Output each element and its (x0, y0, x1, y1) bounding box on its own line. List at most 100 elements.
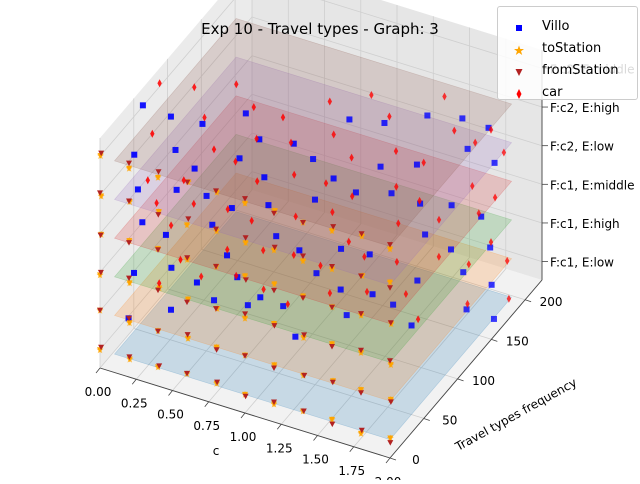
fromstation-point (184, 299, 190, 306)
z-gridline (99, 132, 543, 312)
villo-point (228, 205, 235, 212)
fromstation-point (271, 210, 277, 217)
villo-point (414, 277, 421, 284)
fromstation-point (329, 344, 335, 350)
x-gridline (317, 27, 470, 436)
car-point (394, 257, 400, 266)
villo-point (139, 102, 146, 109)
villo-point (447, 246, 454, 253)
villo-point (413, 161, 420, 168)
car-point (327, 289, 333, 298)
y-tick-mark (524, 299, 532, 303)
villo-point (172, 146, 179, 153)
villo-point (343, 312, 350, 319)
villo-point (488, 281, 495, 288)
car-point (505, 256, 510, 265)
car-point (415, 315, 421, 324)
villo-point (377, 163, 384, 170)
car-point (254, 134, 259, 143)
car-point (436, 215, 442, 224)
tostation-point (154, 173, 162, 181)
square-marker-icon (516, 25, 522, 31)
fromstation-point (329, 379, 336, 386)
x-tick-mark (240, 412, 246, 419)
villo-point (381, 119, 388, 126)
villo-point (346, 116, 353, 123)
car-point (249, 216, 254, 225)
villo-point (256, 136, 263, 143)
car-point (330, 208, 335, 217)
car-point (364, 287, 370, 296)
tostation-point (387, 361, 395, 369)
tostation-point (386, 434, 394, 442)
car-point (285, 300, 290, 309)
car-point (470, 182, 475, 190)
car-point (202, 113, 207, 122)
car-point (394, 182, 399, 191)
car-point (466, 260, 471, 269)
car-point (192, 83, 197, 92)
fromstation-point (126, 354, 133, 360)
tostation-point (213, 227, 221, 235)
y-tick-mark (423, 418, 430, 421)
fromstation-point (387, 320, 394, 326)
x-tick-mark (168, 390, 173, 396)
fromstation-point (242, 235, 249, 241)
villo-point (203, 192, 210, 199)
fromstation-point (213, 347, 220, 353)
fromstation-point (358, 273, 364, 279)
villo-point (491, 159, 498, 166)
x-tick-mark (95, 367, 101, 374)
villo-point (292, 333, 299, 340)
car-point (211, 145, 217, 154)
car-point (234, 80, 239, 89)
tostation-point (328, 415, 336, 423)
fromstation-point (387, 358, 393, 364)
tostation-point (299, 257, 307, 265)
car-point (421, 158, 426, 167)
legend-label: fromStation (542, 63, 619, 78)
fromstation-point (213, 306, 219, 312)
legend: Villo toStation fromStation car (497, 6, 638, 100)
tostation-point (126, 319, 133, 327)
diamond-marker-icon (516, 89, 522, 99)
fromstation-point (271, 244, 278, 251)
fromstation-point (214, 379, 221, 386)
car-point (178, 255, 183, 264)
fromstation-point (387, 285, 393, 291)
villo-point (167, 306, 174, 313)
villo-point (280, 303, 287, 310)
legend-label: toStation (542, 41, 602, 56)
x-axis-label: c (213, 444, 220, 458)
tostation-point (270, 280, 278, 288)
fromstation-point (242, 277, 249, 283)
villo-point (209, 221, 216, 228)
villo-point (310, 156, 317, 163)
car-point (225, 205, 230, 214)
fromstation-point (387, 242, 393, 248)
car-point (293, 212, 298, 221)
x-gridline (280, 16, 434, 425)
fromstation-point (155, 328, 161, 335)
villo-point (131, 269, 138, 276)
car-point (191, 199, 196, 208)
fromstation-point (98, 150, 105, 157)
villo-point (261, 174, 268, 181)
fromstation-point (358, 311, 364, 317)
fromstation-point (155, 247, 161, 253)
villo-point (448, 202, 455, 209)
car-point (473, 138, 478, 147)
tostation-point (125, 164, 133, 172)
villo-point (296, 247, 303, 254)
x-tick-label: 0.25 (121, 396, 148, 410)
tostation-point (96, 346, 104, 354)
fromstation-point (242, 353, 248, 359)
z-gridline (99, 93, 543, 273)
star-marker-icon (514, 45, 524, 55)
car-point (349, 153, 354, 162)
fromstation-point (301, 332, 308, 338)
x-tick-mark (204, 401, 210, 407)
car-point (261, 285, 266, 294)
villo-point (352, 189, 359, 196)
fromstation-point (184, 179, 191, 186)
